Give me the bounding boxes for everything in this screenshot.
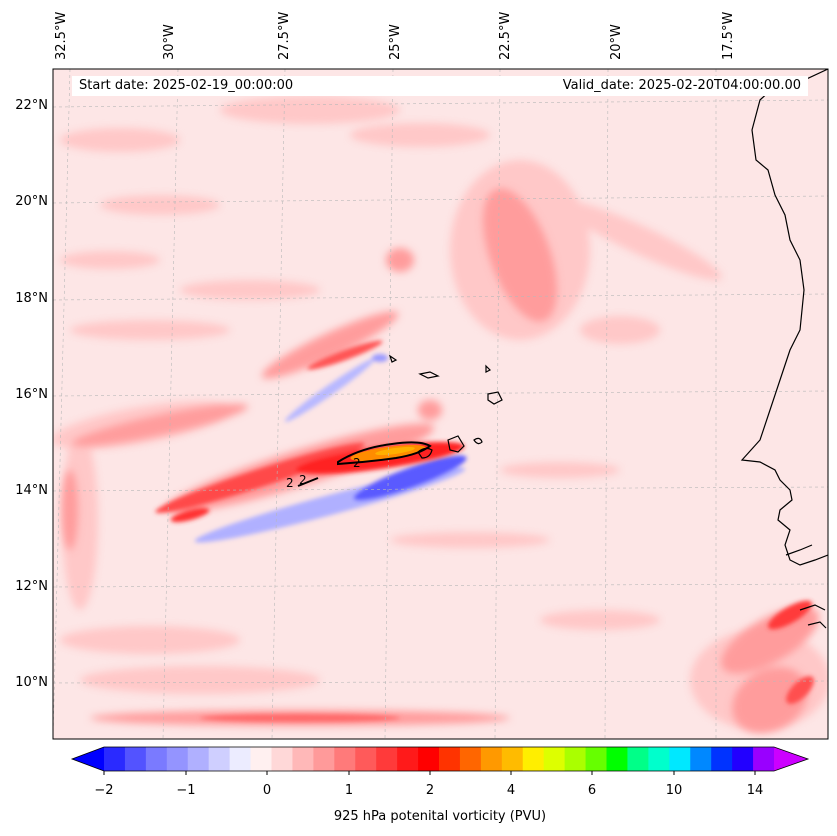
colorbar-segment — [459, 747, 482, 771]
colorbar-segment — [271, 747, 293, 771]
colorbar — [70, 746, 810, 775]
negative-pv-areas — [194, 354, 467, 543]
lat-label: 20°N — [15, 194, 48, 209]
gridlines — [53, 69, 828, 739]
colorbar-segment — [606, 747, 628, 771]
colorbar-tick: 10 — [665, 783, 683, 798]
colorbar-tick: 14 — [746, 783, 764, 798]
lon-label: 22.5°W — [498, 11, 513, 60]
colorbar-segment — [627, 747, 649, 771]
start-date: Start date: 2025-02-19_00:00:00 — [79, 78, 294, 93]
colorbar-segment — [145, 747, 168, 771]
colorbar-segment — [648, 747, 670, 771]
pv-field — [53, 69, 828, 739]
colorbar-segment — [732, 747, 754, 771]
colorbar-min-extend — [72, 747, 104, 771]
colorbar-segment — [292, 747, 314, 771]
colorbar-segment — [397, 747, 419, 771]
map-frame — [52, 68, 829, 740]
lat-label: 10°N — [15, 675, 48, 690]
colorbar-tick: 2 — [425, 783, 435, 798]
colorbar-segment — [543, 747, 566, 771]
lon-label: 27.5°W — [277, 11, 292, 60]
colorbar-segment — [187, 747, 210, 771]
lat-label: 12°N — [15, 579, 48, 594]
colorbar-label: 925 hPa potenital vorticity (PVU) — [333, 809, 547, 824]
colorbar-tick: 1 — [344, 783, 354, 798]
lat-label: 22°N — [15, 98, 48, 113]
colorbar-segment — [313, 747, 335, 771]
colorbar-tick: −1 — [176, 783, 196, 798]
colorbar-segment — [669, 747, 691, 771]
colorbar-segment — [585, 747, 607, 771]
lon-label: 32.5°W — [54, 11, 69, 60]
contour-label: 2 — [299, 473, 307, 487]
colorbar-segment — [124, 747, 147, 771]
colorbar-tick: 0 — [262, 783, 272, 798]
colorbar-segment — [480, 747, 503, 771]
colorbar-segment — [166, 747, 189, 771]
colorbar-segment — [376, 747, 398, 771]
contour-label: 2 — [286, 476, 294, 490]
lat-label: 14°N — [15, 483, 48, 498]
colorbar-segment — [418, 747, 440, 771]
colorbar-segment — [522, 747, 545, 771]
valid-date: Valid_date: 2025-02-20T04:00:00.00 — [562, 78, 801, 93]
lon-label: 25°W — [388, 24, 403, 60]
colorbar-segment — [690, 747, 712, 771]
lon-label: 30°W — [162, 24, 177, 60]
lat-label: 18°N — [15, 291, 48, 306]
colorbar-segment — [334, 747, 356, 771]
colorbar-segment — [564, 747, 587, 771]
colorbar-segment — [355, 747, 377, 771]
lat-label: 16°N — [15, 387, 48, 402]
coastline — [388, 69, 828, 629]
colorbar-segment — [208, 747, 231, 771]
info-box: Start date: 2025-02-19_00:00:00 Valid_da… — [72, 76, 808, 96]
colorbar-max-extend — [774, 747, 808, 771]
colorbar-segment — [229, 747, 252, 771]
colorbar-segment — [439, 747, 461, 771]
colorbar-segment — [753, 747, 775, 771]
colorbar-segment — [104, 747, 126, 771]
lon-label: 17.5°W — [721, 11, 736, 60]
colorbar-tick: 6 — [587, 783, 597, 798]
lon-label: 20°W — [609, 24, 624, 60]
colorbar-tick: 4 — [506, 783, 516, 798]
contour-label: 2 — [353, 456, 361, 470]
pv-2-contour — [297, 441, 432, 487]
colorbar-segment — [711, 747, 733, 771]
colorbar-segment — [250, 747, 272, 771]
colorbar-tick: −2 — [94, 783, 114, 798]
weak-pv-areas — [53, 96, 828, 730]
colorbar-segment — [501, 747, 524, 771]
